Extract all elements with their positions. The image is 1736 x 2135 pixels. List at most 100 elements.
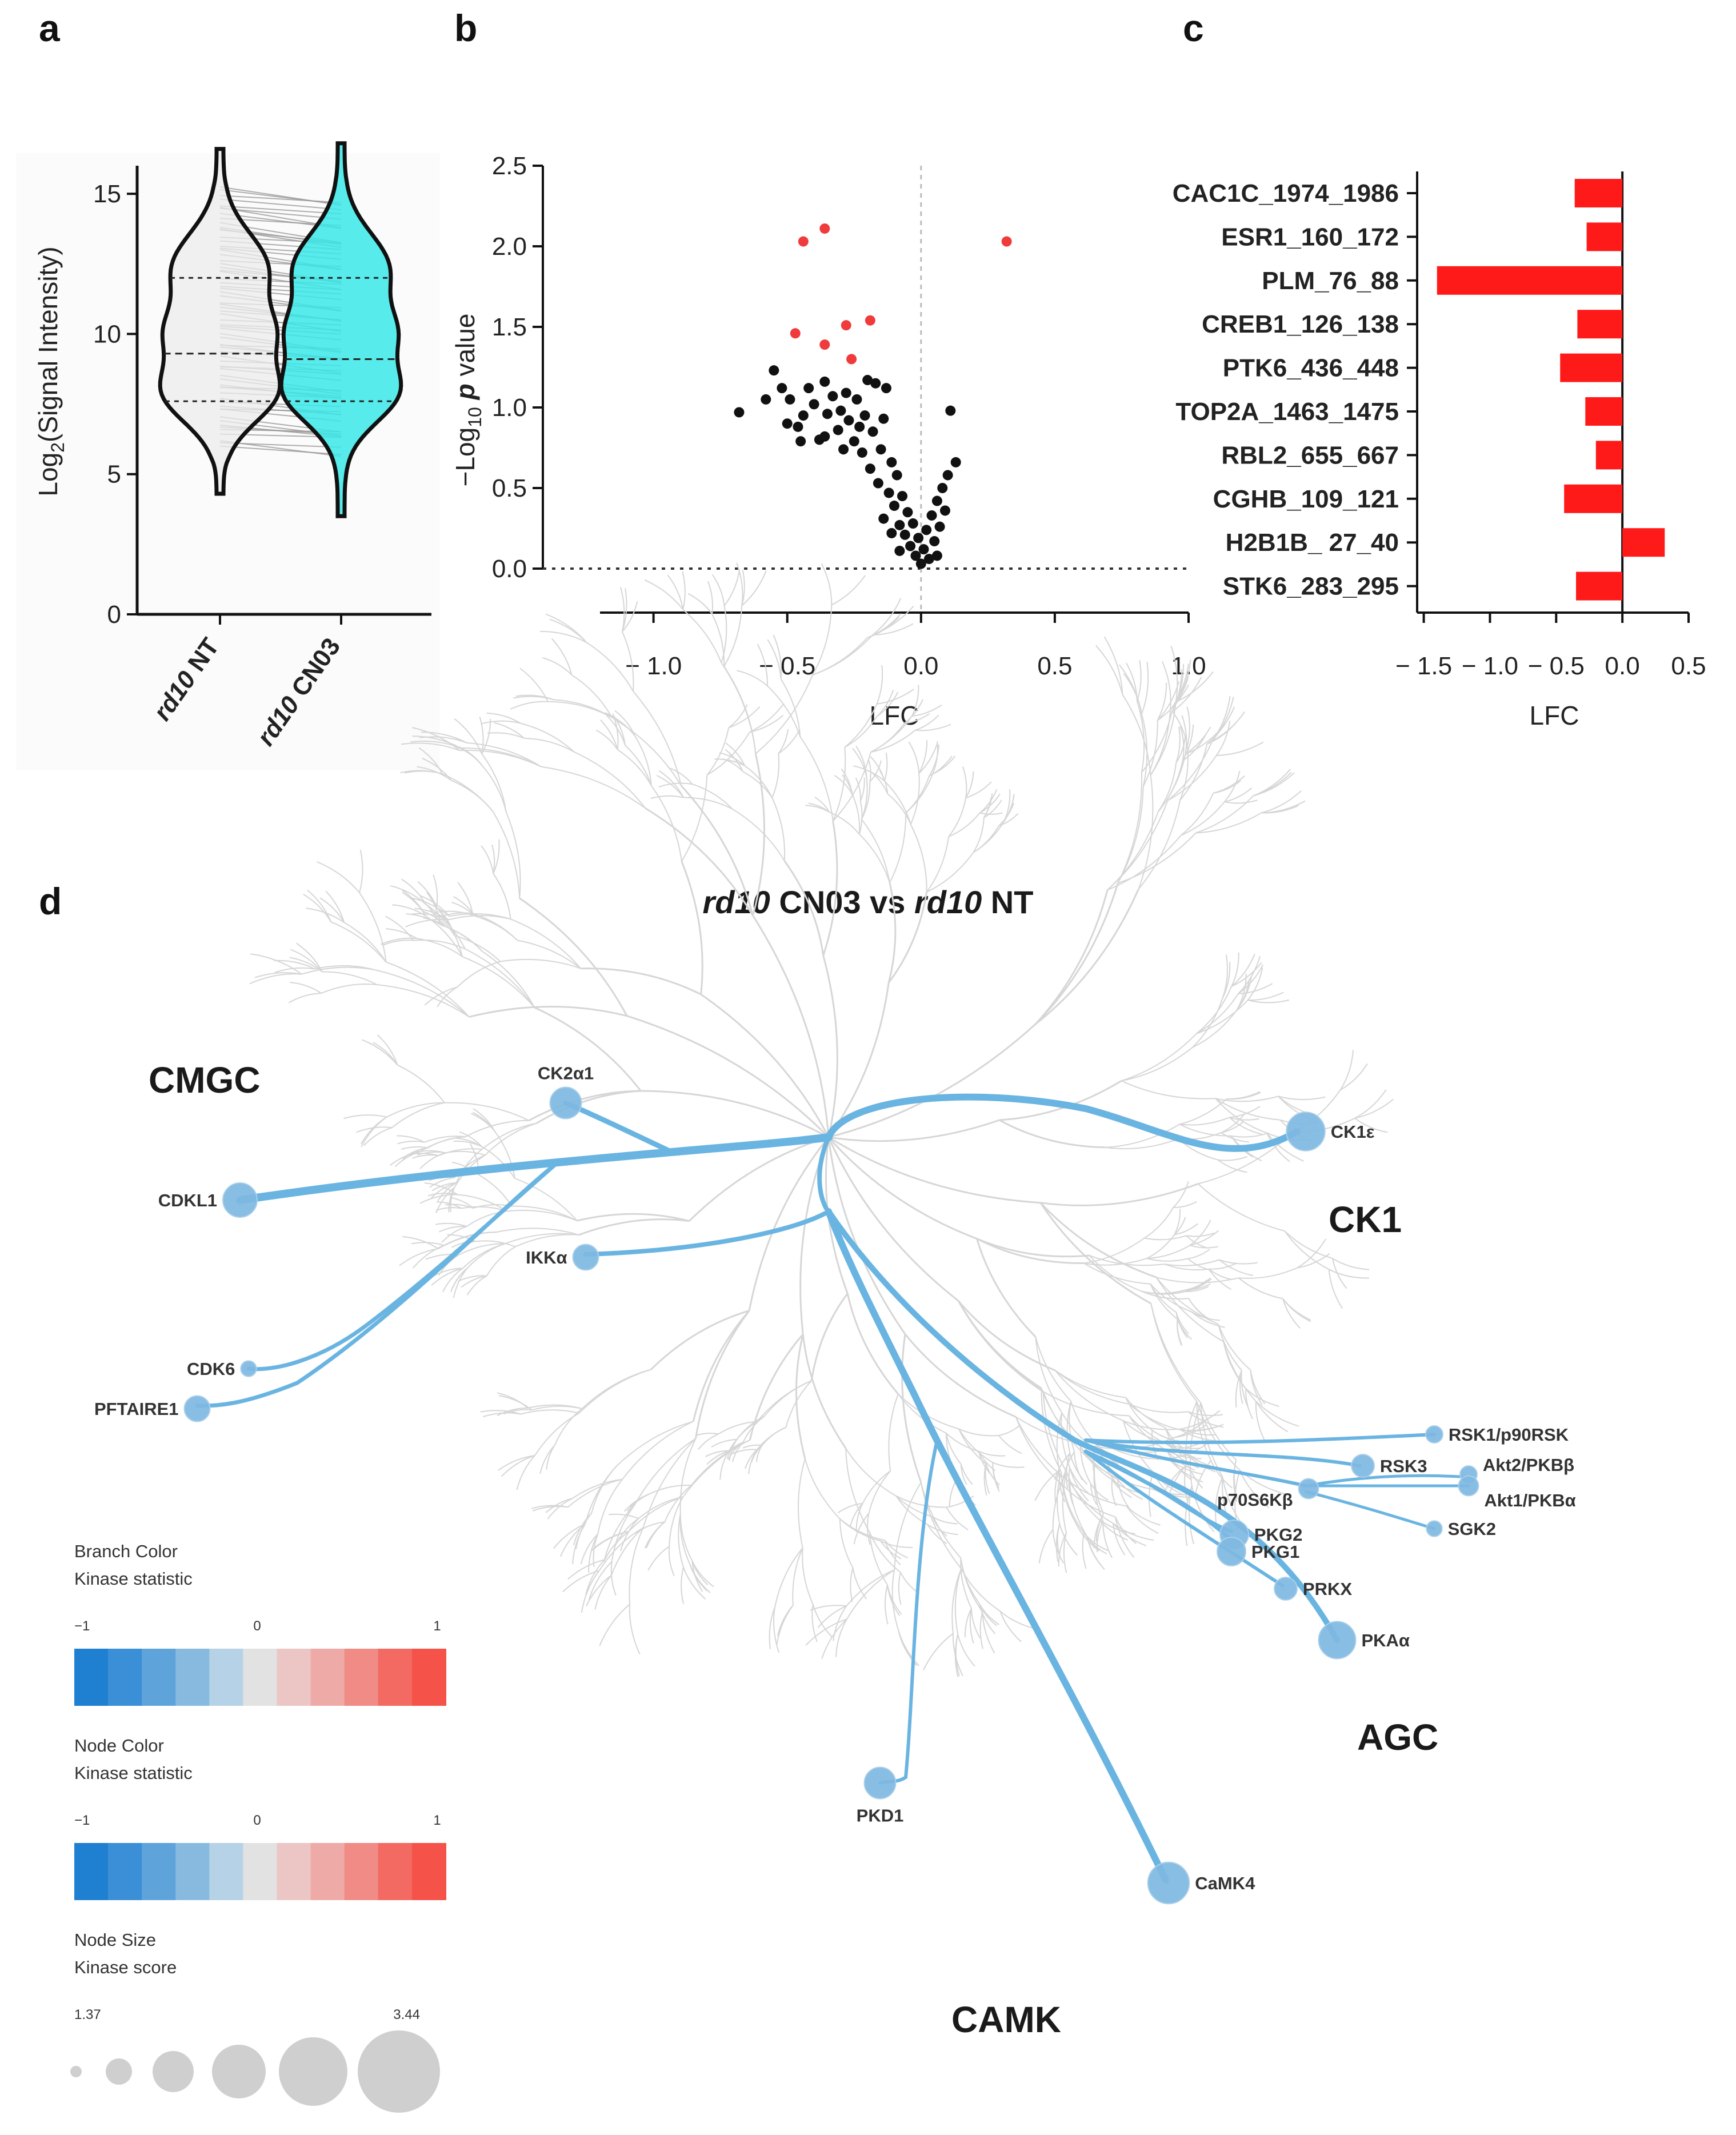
tree-branch [516, 1455, 535, 1490]
tree-branch [887, 1585, 901, 1616]
tree-branch [1231, 954, 1255, 987]
tree-branch [842, 774, 853, 795]
legend-branch-title: Branch Color [74, 1541, 178, 1561]
tree-branch [979, 1612, 983, 1649]
tree-branch [1177, 1319, 1192, 1340]
tree-branch [1103, 636, 1123, 695]
tree-branch [377, 1034, 398, 1066]
tree-branch [689, 1136, 829, 1222]
tree-branch [707, 581, 714, 614]
volcano-point [859, 410, 870, 421]
volcano-point [843, 415, 854, 426]
tree-branch [1174, 1223, 1199, 1236]
tree-branch [382, 939, 414, 946]
tree-branch [767, 639, 782, 679]
tree-branch [250, 953, 302, 975]
kinase-label: Akt2/PKBβ [1483, 1455, 1574, 1475]
tree-branch [1266, 1133, 1290, 1162]
tree-branch [1238, 956, 1261, 994]
tree-branch [1136, 660, 1142, 702]
tree-branch [431, 1268, 463, 1286]
tree-branch [1098, 1518, 1128, 1541]
tree-branch [1179, 726, 1185, 761]
tree-branch [1297, 1238, 1327, 1269]
tree-branch [868, 759, 871, 782]
tree-branch [920, 1482, 962, 1569]
tree-branch [483, 1412, 521, 1417]
tree-branch [1142, 720, 1158, 787]
kinase-label: PKG1 [1251, 1542, 1299, 1562]
tree-branch [839, 1518, 854, 1569]
kinome-tree-title: rd10 CN03 vs rd10 NT [703, 884, 1034, 920]
volcano-point [785, 394, 795, 405]
tree-branch [417, 881, 437, 907]
legend-branch-min: −1 [74, 1618, 90, 1634]
tree-branch [1039, 1202, 1157, 1278]
tree-branch [732, 808, 785, 861]
tree-branch [1156, 1277, 1239, 1284]
tree-branch [493, 839, 500, 874]
tree-branch [1175, 671, 1214, 703]
tree-branch [450, 1187, 455, 1212]
tree-branch [580, 1533, 598, 1564]
tree-branch [855, 777, 861, 801]
legend-node-swatch [108, 1843, 143, 1900]
tree-branch [873, 623, 914, 636]
bar-category-label: TOP2A_1463_1475 [1175, 398, 1399, 426]
tree-branch [1061, 1452, 1075, 1488]
tree-branch [1063, 1533, 1067, 1573]
tree-branch [412, 735, 461, 749]
tree-branch [884, 1540, 909, 1559]
volcano-point [862, 375, 873, 386]
tree-branch [1151, 1429, 1180, 1442]
volcano-point [894, 519, 905, 530]
tree-branch [946, 1495, 974, 1508]
tree-branch [545, 1498, 573, 1513]
volcano-point [889, 501, 899, 511]
tree-branch [998, 813, 1019, 827]
tree-branch [417, 766, 452, 781]
tree-branch [419, 1194, 458, 1204]
tree-branch [904, 713, 930, 725]
tree-branch [437, 1182, 457, 1202]
tree-branch [504, 1233, 579, 1245]
tree-branch [711, 1439, 737, 1448]
tree-branch [1216, 741, 1264, 756]
tree-branch [438, 908, 455, 936]
tree-branch [581, 1570, 600, 1613]
tree-branch [1223, 1341, 1246, 1389]
tree-branch [481, 1122, 537, 1150]
tree-branch [296, 942, 323, 972]
tree-branch [497, 1392, 529, 1409]
tree-branch [610, 1561, 617, 1596]
tree-branch [723, 570, 741, 606]
tree-branch [1247, 991, 1284, 1001]
tree-branch [1126, 662, 1138, 702]
tree-branch [927, 1524, 947, 1545]
tree-branch [852, 1568, 867, 1600]
tree-branch [1164, 1259, 1219, 1266]
tree-branch [1069, 1482, 1088, 1537]
tree-branch [513, 695, 554, 701]
tree-branch [567, 1559, 605, 1580]
volcano-point [894, 545, 905, 556]
tree-branch [872, 598, 902, 635]
tree-branch [725, 749, 743, 772]
volcano-point [838, 444, 849, 455]
tree-branch [1090, 1483, 1109, 1501]
tree-branch [776, 1605, 794, 1645]
tree-branch [998, 1435, 1022, 1454]
tree-branch [623, 1493, 650, 1512]
legend-node-title: Node Color [74, 1736, 164, 1756]
tree-branch [303, 893, 332, 922]
tree-branch [1185, 1283, 1211, 1291]
tree-branch [638, 1496, 683, 1519]
tree-branch [465, 948, 535, 1008]
volcano-point [865, 463, 875, 474]
legend-node-swatch [209, 1843, 244, 1900]
branch-p70s6kb [1084, 1438, 1307, 1488]
volcano-point [833, 425, 843, 435]
tree-branch [869, 760, 882, 782]
tree-branch [706, 731, 750, 776]
tree-branch [1138, 775, 1154, 890]
